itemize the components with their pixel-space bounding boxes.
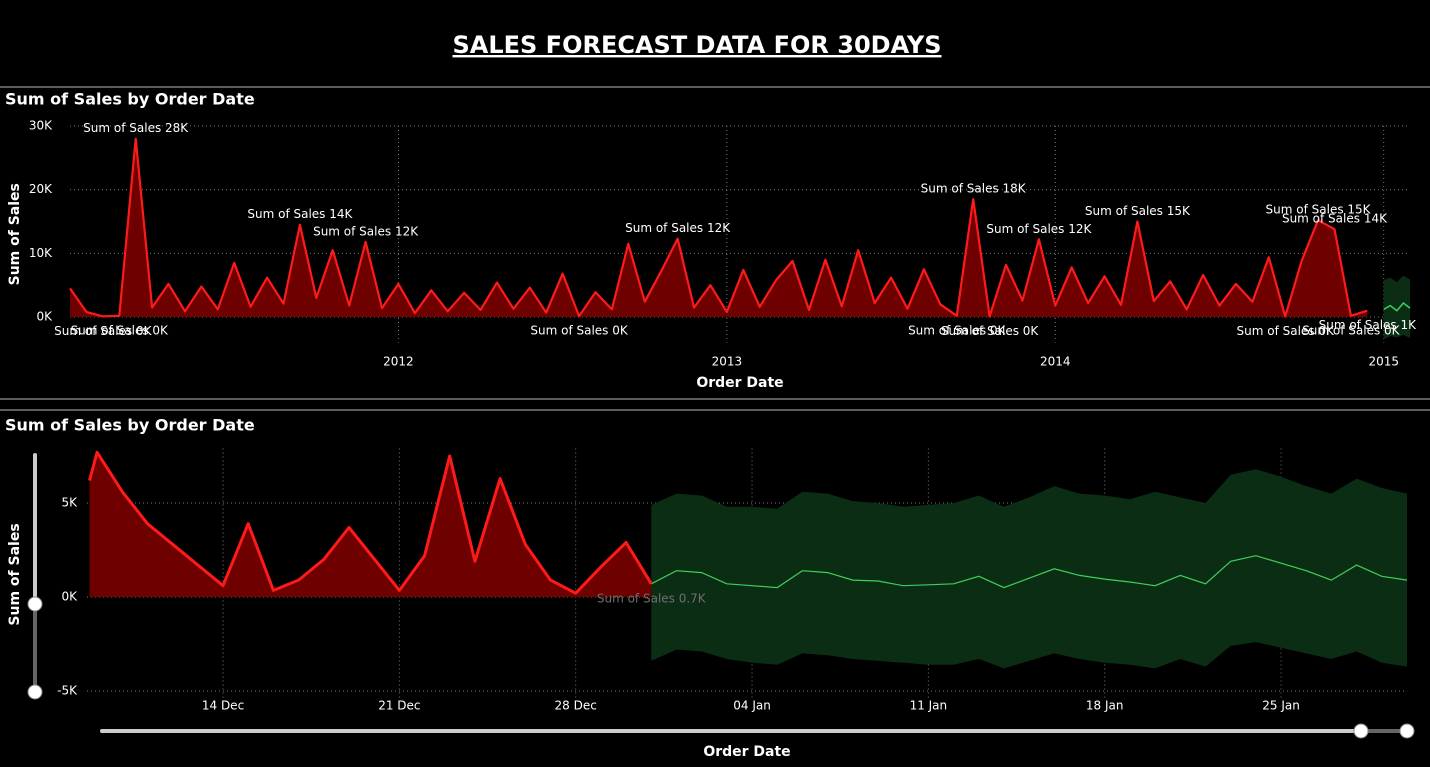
data-label: Sum of Sales 15K	[1266, 203, 1372, 217]
x-tick-label: 2013	[712, 355, 743, 369]
forecast-band	[1383, 275, 1410, 340]
data-label: Sum of Sales 18K	[921, 182, 1027, 196]
data-label: Sum of Sales 0K	[908, 323, 1006, 337]
y-tick-label: -5K	[57, 684, 78, 698]
slider-handle[interactable]	[1399, 723, 1415, 739]
y-tick-label: 0K	[36, 310, 53, 324]
forecast-line	[651, 555, 1408, 589]
x-tick-label: 11 Jan	[910, 699, 948, 713]
data-label: Sum of Sales 0K	[54, 324, 152, 338]
forecast-band	[651, 469, 1407, 669]
y-tick-label: 5K	[61, 496, 78, 510]
y-axis-title: Sum of Sales	[7, 183, 23, 285]
x-tick-label: 18 Jan	[1086, 699, 1124, 713]
x-tick-label: 21 Dec	[378, 699, 420, 713]
y-axis-title: Sum of Sales	[7, 523, 23, 625]
data-label: Sum of Sales 15K	[1085, 204, 1191, 218]
x-axis-title: Order Date	[696, 375, 783, 391]
forecast-line	[1383, 301, 1411, 312]
y-tick-label: 20K	[29, 182, 53, 196]
data-label: Sum of Sales 12K	[986, 222, 1092, 236]
sales-line	[69, 137, 1368, 318]
data-label: Sum of Sales 12K	[313, 224, 419, 238]
x-tick-label: 25 Jan	[1262, 699, 1300, 713]
x-tick-label: 04 Jan	[733, 699, 771, 713]
x-tick-label: 2015	[1368, 355, 1399, 369]
chart-title: Sum of Sales by Order Date	[5, 90, 255, 109]
x-tick-label: 14 Dec	[202, 699, 244, 713]
data-label: Sum of Sales 0K	[941, 324, 1039, 338]
data-label: Sum of Sales 0K	[1237, 324, 1335, 338]
sales-line	[88, 450, 653, 595]
x-axis-title: Order Date	[703, 744, 790, 760]
data-label: Sum of Sales 0K	[530, 324, 628, 338]
data-label: Sum of Sales 14K	[1282, 212, 1388, 226]
page-title: SALES FORECAST DATA FOR 30DAYS	[452, 31, 941, 59]
slider-range[interactable]	[33, 604, 37, 692]
chart-title: Sum of Sales by Order Date	[5, 416, 255, 435]
sales-area	[70, 138, 1368, 318]
vertical-slider[interactable]	[27, 453, 43, 700]
y-tick-label: 30K	[29, 119, 53, 133]
data-label: Sum of Sales 14K	[247, 207, 353, 221]
slider-handle[interactable]	[1353, 723, 1369, 739]
data-label: Sum of Sales 0K	[1302, 323, 1400, 337]
horizontal-slider[interactable]	[100, 723, 1415, 739]
data-label: Sum of Sales 0.7K	[597, 591, 707, 605]
x-tick-label: 28 Dec	[555, 699, 597, 713]
x-tick-label: 2012	[383, 355, 414, 369]
y-tick-label: 10K	[29, 246, 53, 260]
x-tick-label: 2014	[1040, 355, 1071, 369]
sales-area	[89, 452, 652, 598]
slider-handle[interactable]	[27, 596, 43, 612]
slider-handle[interactable]	[27, 684, 43, 700]
data-label: Sum of Sales 12K	[625, 221, 731, 235]
data-label: Sum of Sales 0K	[71, 323, 169, 337]
slider-track[interactable]	[100, 729, 1407, 733]
data-label: Sum of Sales 1K	[1319, 318, 1417, 332]
y-tick-label: 0K	[61, 590, 78, 604]
data-label: Sum of Sales 28K	[83, 121, 189, 135]
slider-range[interactable]	[1361, 729, 1407, 733]
